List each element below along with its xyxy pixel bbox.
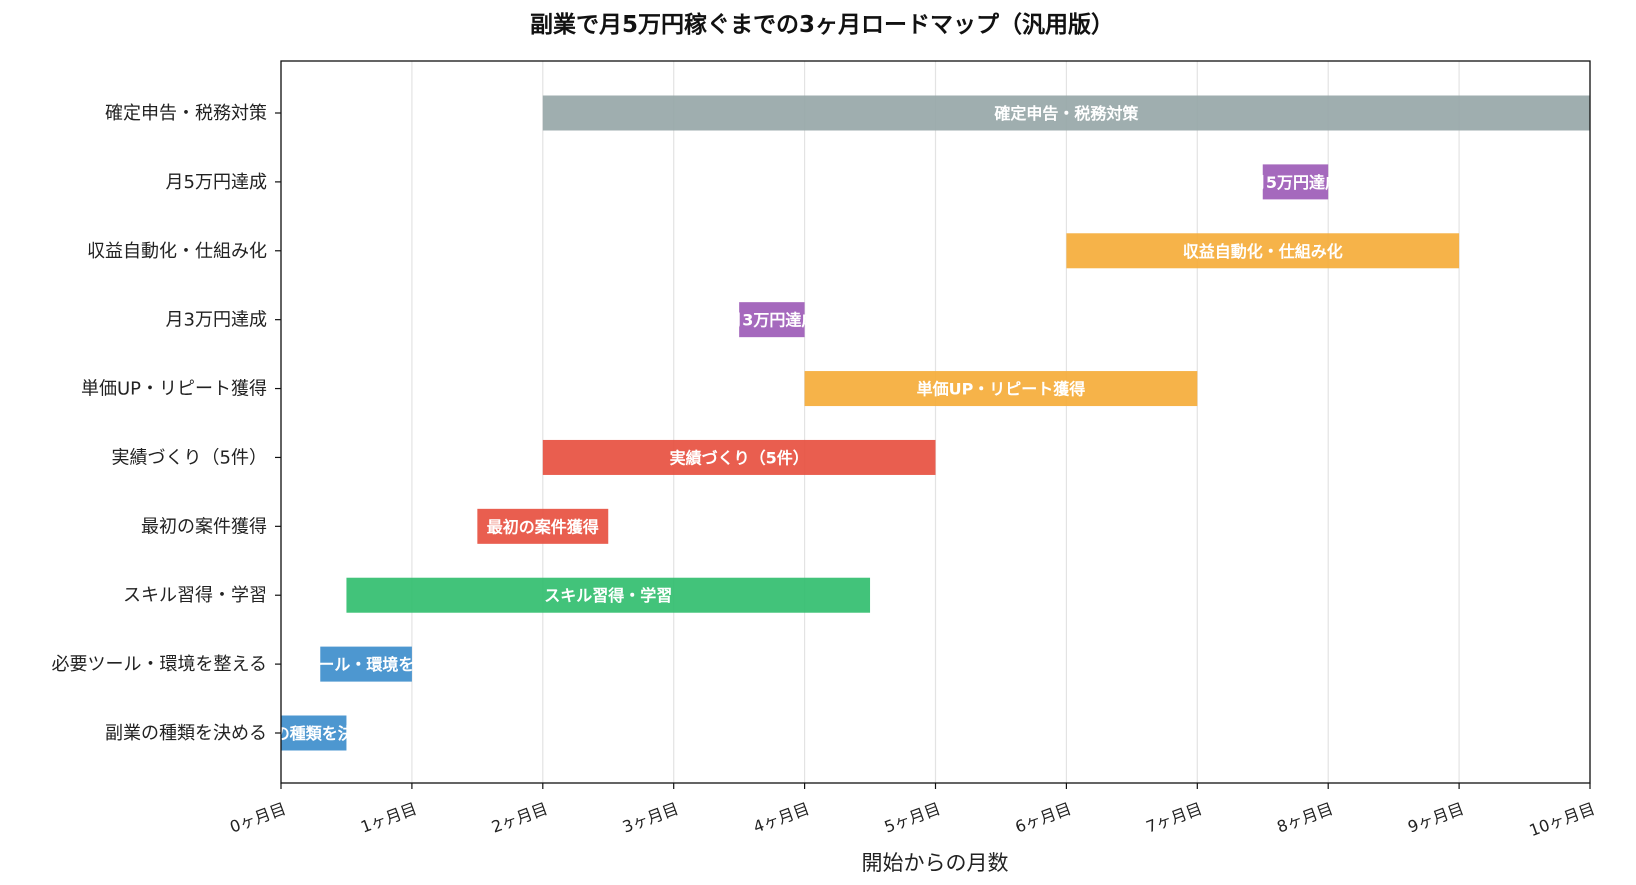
x-tick-label: 0ヶ月目 — [227, 799, 288, 837]
y-tick-label: 実績づくり（5件） — [112, 447, 267, 468]
plot-frame — [280, 60, 1591, 784]
task-bar-label: 確定申告・税務対策 — [994, 104, 1139, 123]
task-bar — [1066, 233, 1460, 269]
task-bar-label: 収益自動化・仕組み化 — [1183, 242, 1343, 261]
y-axis-ticks: 確定申告・税務対策月5万円達成収益自動化・仕組み化月3万円達成単価UP・リピート… — [52, 103, 281, 744]
y-tick-label: 必要ツール・環境を整える — [52, 654, 267, 675]
task-bar — [739, 302, 805, 338]
x-tick-label: 2ヶ月目 — [489, 799, 550, 837]
y-tick-label: 月3万円達成 — [166, 310, 267, 331]
task-bar — [346, 577, 871, 613]
x-tick-label: 4ヶ月目 — [751, 799, 812, 837]
y-tick-label: 確定申告・税務対策 — [105, 103, 267, 124]
y-tick-label: 単価UP・リピート獲得 — [81, 379, 267, 400]
x-tick-label: 5ヶ月目 — [882, 799, 943, 837]
task-bar-label: 副業の種類を決める — [242, 724, 386, 743]
x-tick-label: 10ヶ月目 — [1527, 799, 1598, 840]
x-tick-label: 7ヶ月目 — [1143, 799, 1204, 837]
x-tick-label: 3ヶ月目 — [620, 799, 681, 837]
x-tick-label: 8ヶ月目 — [1274, 799, 1335, 837]
task-bar — [542, 439, 936, 475]
task-bar-label: スキル習得・学習 — [544, 586, 672, 605]
task-bar-label: 単価UP・リピート獲得 — [917, 380, 1086, 399]
x-axis-ticks: 0ヶ月目 1ヶ月目 2ヶ月目 3ヶ月目 4ヶ月目 5ヶ月目 6ヶ月目 7ヶ月目 8ヶ月目 9ヶ月目… — [227, 783, 1597, 840]
y-tick-label: 最初の案件獲得 — [141, 516, 267, 537]
y-tick-label: 月5万円達成 — [166, 172, 267, 193]
y-tick-label: 収益自動化・仕組み化 — [87, 241, 267, 262]
y-tick-label: 副業の種類を決める — [105, 723, 267, 744]
task-bar-label: 実績づくり（5件） — [670, 448, 809, 467]
task-bar — [477, 508, 609, 544]
bars: 確定申告・税務対策月5万円達成収益自動化・仕組み化月3万円達成単価UP・リピート… — [242, 95, 1590, 751]
grid-lines — [280, 61, 1591, 783]
x-axis-label: 開始からの月数 — [862, 851, 1009, 875]
y-tick-label: スキル習得・学習 — [123, 585, 267, 606]
task-bar — [804, 371, 1198, 407]
task-bar — [281, 715, 347, 751]
task-bar-label: 必要ツール・環境を整える — [269, 655, 462, 674]
task-bar-label: 最初の案件獲得 — [487, 517, 599, 536]
task-bar-label: 月5万円達成 — [1249, 173, 1341, 192]
chart-title: 副業で月5万円稼ぐまでの3ヶ月ロードマップ（汎用版） — [530, 11, 1114, 38]
task-bar — [1262, 164, 1329, 200]
task-bar — [320, 646, 412, 682]
x-tick-label: 1ヶ月目 — [358, 799, 419, 837]
task-bar — [542, 95, 1590, 131]
task-bar-label: 月3万円達成 — [725, 311, 817, 330]
x-tick-label: 6ヶ月目 — [1013, 799, 1074, 837]
x-tick-label: 9ヶ月目 — [1405, 799, 1466, 837]
